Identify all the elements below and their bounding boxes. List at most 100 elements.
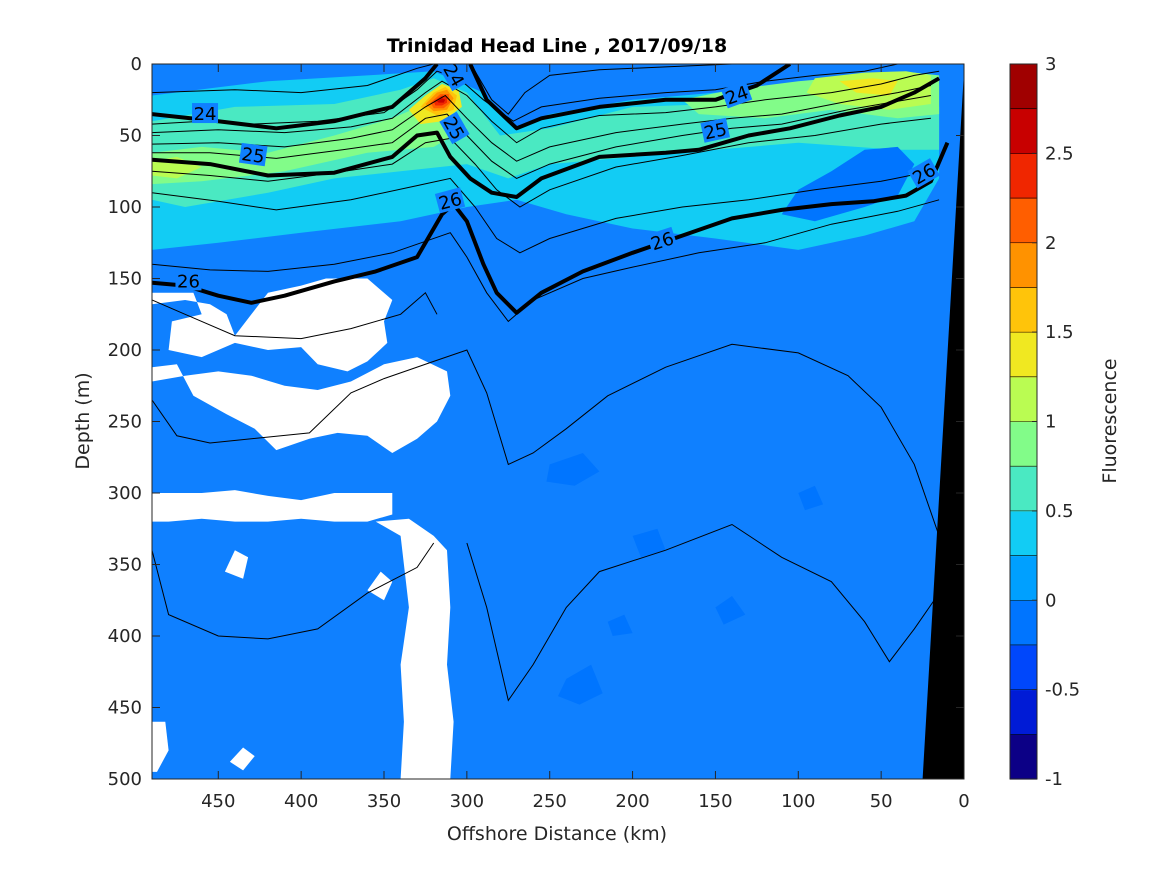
contour-label-bg (439, 111, 470, 145)
no-data-patch (229, 747, 255, 771)
contour-label-bg (720, 80, 753, 109)
density-contour (152, 95, 931, 179)
x-tick-label: 300 (450, 791, 484, 812)
density-contour-25 (152, 76, 941, 199)
density-contour (152, 343, 940, 537)
colorbar-swatch (1010, 332, 1037, 378)
colorbar-swatch (1010, 108, 1037, 154)
fluorescence-patch (839, 78, 898, 96)
fluorescence-patch (437, 98, 446, 103)
colorbar-swatch (1010, 198, 1037, 244)
density-contour (474, 64, 733, 115)
seafloor-bathymetry (922, 64, 964, 779)
y-tick-label: 150 (108, 269, 142, 290)
no-data-patch (152, 490, 393, 522)
contour-label: 25 (702, 119, 729, 144)
colorbar-tick-label: 1.5 (1045, 322, 1074, 343)
contour-label-bg (700, 117, 731, 143)
contour-label-bg (238, 142, 268, 167)
density-contour (152, 542, 435, 640)
density-contour (152, 199, 940, 323)
contour-label: 25 (240, 144, 266, 168)
fluorescence-patch (781, 146, 915, 222)
no-data-patch (367, 571, 393, 601)
y-axis: 0 50 100 150 200 250 300 350 400 450 500 (108, 54, 964, 790)
colorbar-swatch (1010, 287, 1037, 333)
colorbar: 3 2.5 2 1.5 1 0.5 0 -0.5 -1 (1009, 54, 1080, 790)
colorbar-swatch (1010, 644, 1037, 691)
y-tick-label: 350 (108, 555, 142, 576)
colorbar-swatch (1010, 421, 1037, 467)
no-data-patch (375, 518, 454, 779)
y-tick-label: 400 (108, 626, 142, 647)
colorbar-tick-label: 0.5 (1045, 501, 1074, 522)
contour-label-bg (439, 64, 470, 92)
colorbar-tick-label: 0 (1045, 590, 1056, 611)
density-contour (466, 523, 940, 702)
colorbar-swatch (1010, 689, 1037, 735)
fluorescence-patch (546, 453, 600, 486)
colorbar-tick-label: -1 (1045, 769, 1063, 790)
y-axis-label: Depth (m) (72, 372, 94, 469)
x-tick-label: 150 (698, 791, 732, 812)
colorbar-swatch (1010, 555, 1037, 601)
contour-label-bg (175, 270, 202, 291)
no-data-patch (152, 721, 169, 772)
y-tick-label: 200 (108, 340, 142, 361)
contour-label-bg (646, 226, 678, 254)
y-tick-label: 450 (108, 698, 142, 719)
x-tick-label: 400 (284, 791, 318, 812)
contour-label-bg (434, 187, 466, 214)
x-tick-label: 0 (958, 791, 969, 812)
fluorescence-patch (798, 485, 824, 511)
y-tick-label: 250 (108, 412, 142, 433)
colorbar-tick-label: -0.5 (1045, 680, 1080, 701)
no-data-patch (224, 550, 249, 579)
colorbar-swatch (1010, 64, 1037, 110)
colorbar-swatch (1010, 466, 1037, 512)
colorbar-swatch (1010, 242, 1037, 289)
y-tick-label: 500 (108, 769, 142, 790)
y-tick-label: 300 (108, 483, 142, 504)
x-axis-label: Offshore Distance (km) (447, 823, 667, 845)
fluorescence-patch (607, 614, 633, 636)
x-tick-label: 100 (781, 791, 815, 812)
fluorescence-patch (558, 664, 603, 705)
contour-label: 24 (194, 104, 217, 125)
colorbar-tick-label: 2.5 (1045, 143, 1074, 164)
x-tick-label: 450 (201, 791, 235, 812)
density-contour (152, 85, 932, 162)
y-tick-label: 0 (131, 54, 142, 75)
y-tick-label: 50 (119, 126, 142, 147)
x-tick-label: 200 (615, 791, 649, 812)
x-axis: 450 400 350 300 250 200 150 100 50 0 (201, 64, 970, 812)
density-contour (152, 70, 940, 144)
x-tick-label: 250 (533, 791, 567, 812)
no-data-patch (152, 357, 451, 453)
fluorescence-patch (715, 596, 746, 625)
y-tick-label: 100 (108, 197, 142, 218)
colorbar-swatch (1010, 600, 1037, 646)
colorbar-label: Fluorescence (1099, 358, 1121, 483)
no-data-patch (152, 278, 393, 372)
density-contour-26 (152, 141, 950, 315)
x-tick-label: 50 (870, 791, 893, 812)
colorbar-tick-label: 2 (1045, 233, 1056, 254)
colorbar-swatch (1010, 510, 1037, 557)
fluorescence-patch (632, 528, 666, 558)
colorbar-tick-label: 1 (1045, 412, 1056, 433)
colorbar-swatch (1010, 376, 1037, 423)
colorbar-swatch (1010, 153, 1037, 199)
colorbar-tick-label: 3 (1045, 54, 1056, 75)
colorbar-swatch (1010, 734, 1037, 780)
density-contour (152, 64, 434, 94)
contour-label: 26 (177, 271, 200, 292)
density-contour (152, 170, 931, 254)
contour-label-bg (192, 103, 219, 124)
contour-label-bg (907, 158, 940, 189)
x-tick-label: 350 (367, 791, 401, 812)
